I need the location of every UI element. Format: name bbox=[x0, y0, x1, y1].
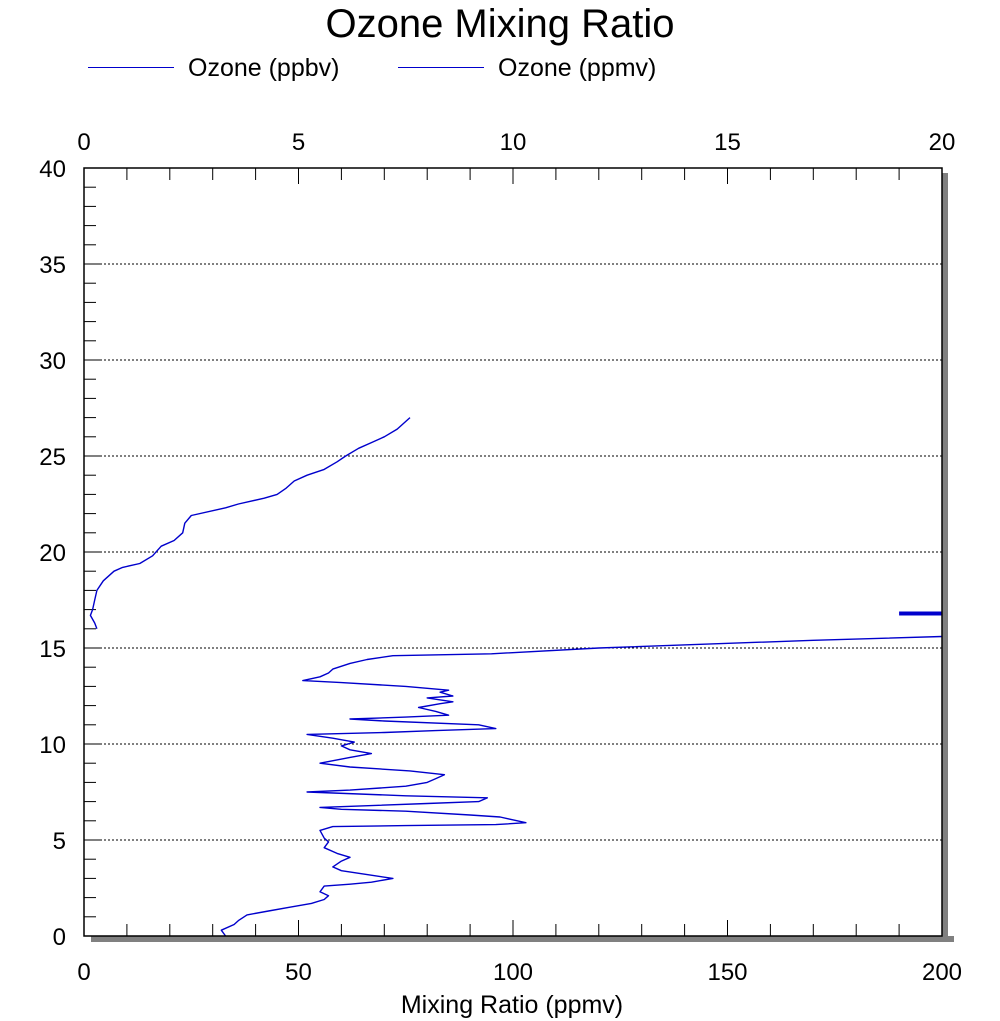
frame-shadow-right bbox=[942, 173, 948, 942]
top-tick-label: 20 bbox=[929, 129, 956, 156]
y-tick-label: 40 bbox=[39, 156, 66, 183]
grid-lines bbox=[84, 263, 942, 841]
y-tick-label: 30 bbox=[39, 348, 66, 375]
series-line-0 bbox=[220, 635, 943, 937]
legend-label-ppmv: Ozone (ppmv) bbox=[498, 54, 657, 82]
frame-shadow-bottom bbox=[91, 936, 954, 942]
y-tick-label: 15 bbox=[39, 636, 66, 663]
bottom-tick-label: 100 bbox=[493, 959, 533, 986]
bottom-tick-label: 150 bbox=[707, 959, 747, 986]
tick-labels: 0 5 10 15 20 25 30 35 40 0 50 100 150 200 0 5 10 15 20 bbox=[39, 129, 962, 986]
series-line-1 bbox=[89, 417, 411, 630]
y-tick-label: 20 bbox=[39, 540, 66, 567]
plot-border bbox=[83, 167, 943, 937]
bottom-tick-label: 50 bbox=[285, 959, 312, 986]
legend-swatch-ppbv bbox=[88, 67, 174, 68]
y-tick-label: 5 bbox=[53, 828, 66, 855]
chart-title: Ozone Mixing Ratio bbox=[325, 2, 675, 46]
series-lines bbox=[89, 417, 943, 937]
bottom-tick-label: 0 bbox=[77, 959, 90, 986]
y-tick-label: 0 bbox=[53, 924, 66, 951]
y-tick-label: 35 bbox=[39, 252, 66, 279]
plot-frame bbox=[83, 167, 943, 937]
bottom-tick-label: 200 bbox=[922, 959, 962, 986]
top-tick-label: 0 bbox=[77, 129, 90, 156]
y-tick-label: 25 bbox=[39, 444, 66, 471]
legend-swatch-ppmv bbox=[398, 67, 484, 68]
x-axis-title: Mixing Ratio (ppmv) bbox=[401, 991, 623, 1019]
legend-label-ppbv: Ozone (ppbv) bbox=[188, 54, 340, 82]
y-tick-label: 10 bbox=[39, 732, 66, 759]
top-tick-label: 5 bbox=[292, 129, 305, 156]
top-tick-label: 10 bbox=[500, 129, 527, 156]
frame-shadow bbox=[91, 173, 954, 942]
top-tick-label: 15 bbox=[714, 129, 741, 156]
